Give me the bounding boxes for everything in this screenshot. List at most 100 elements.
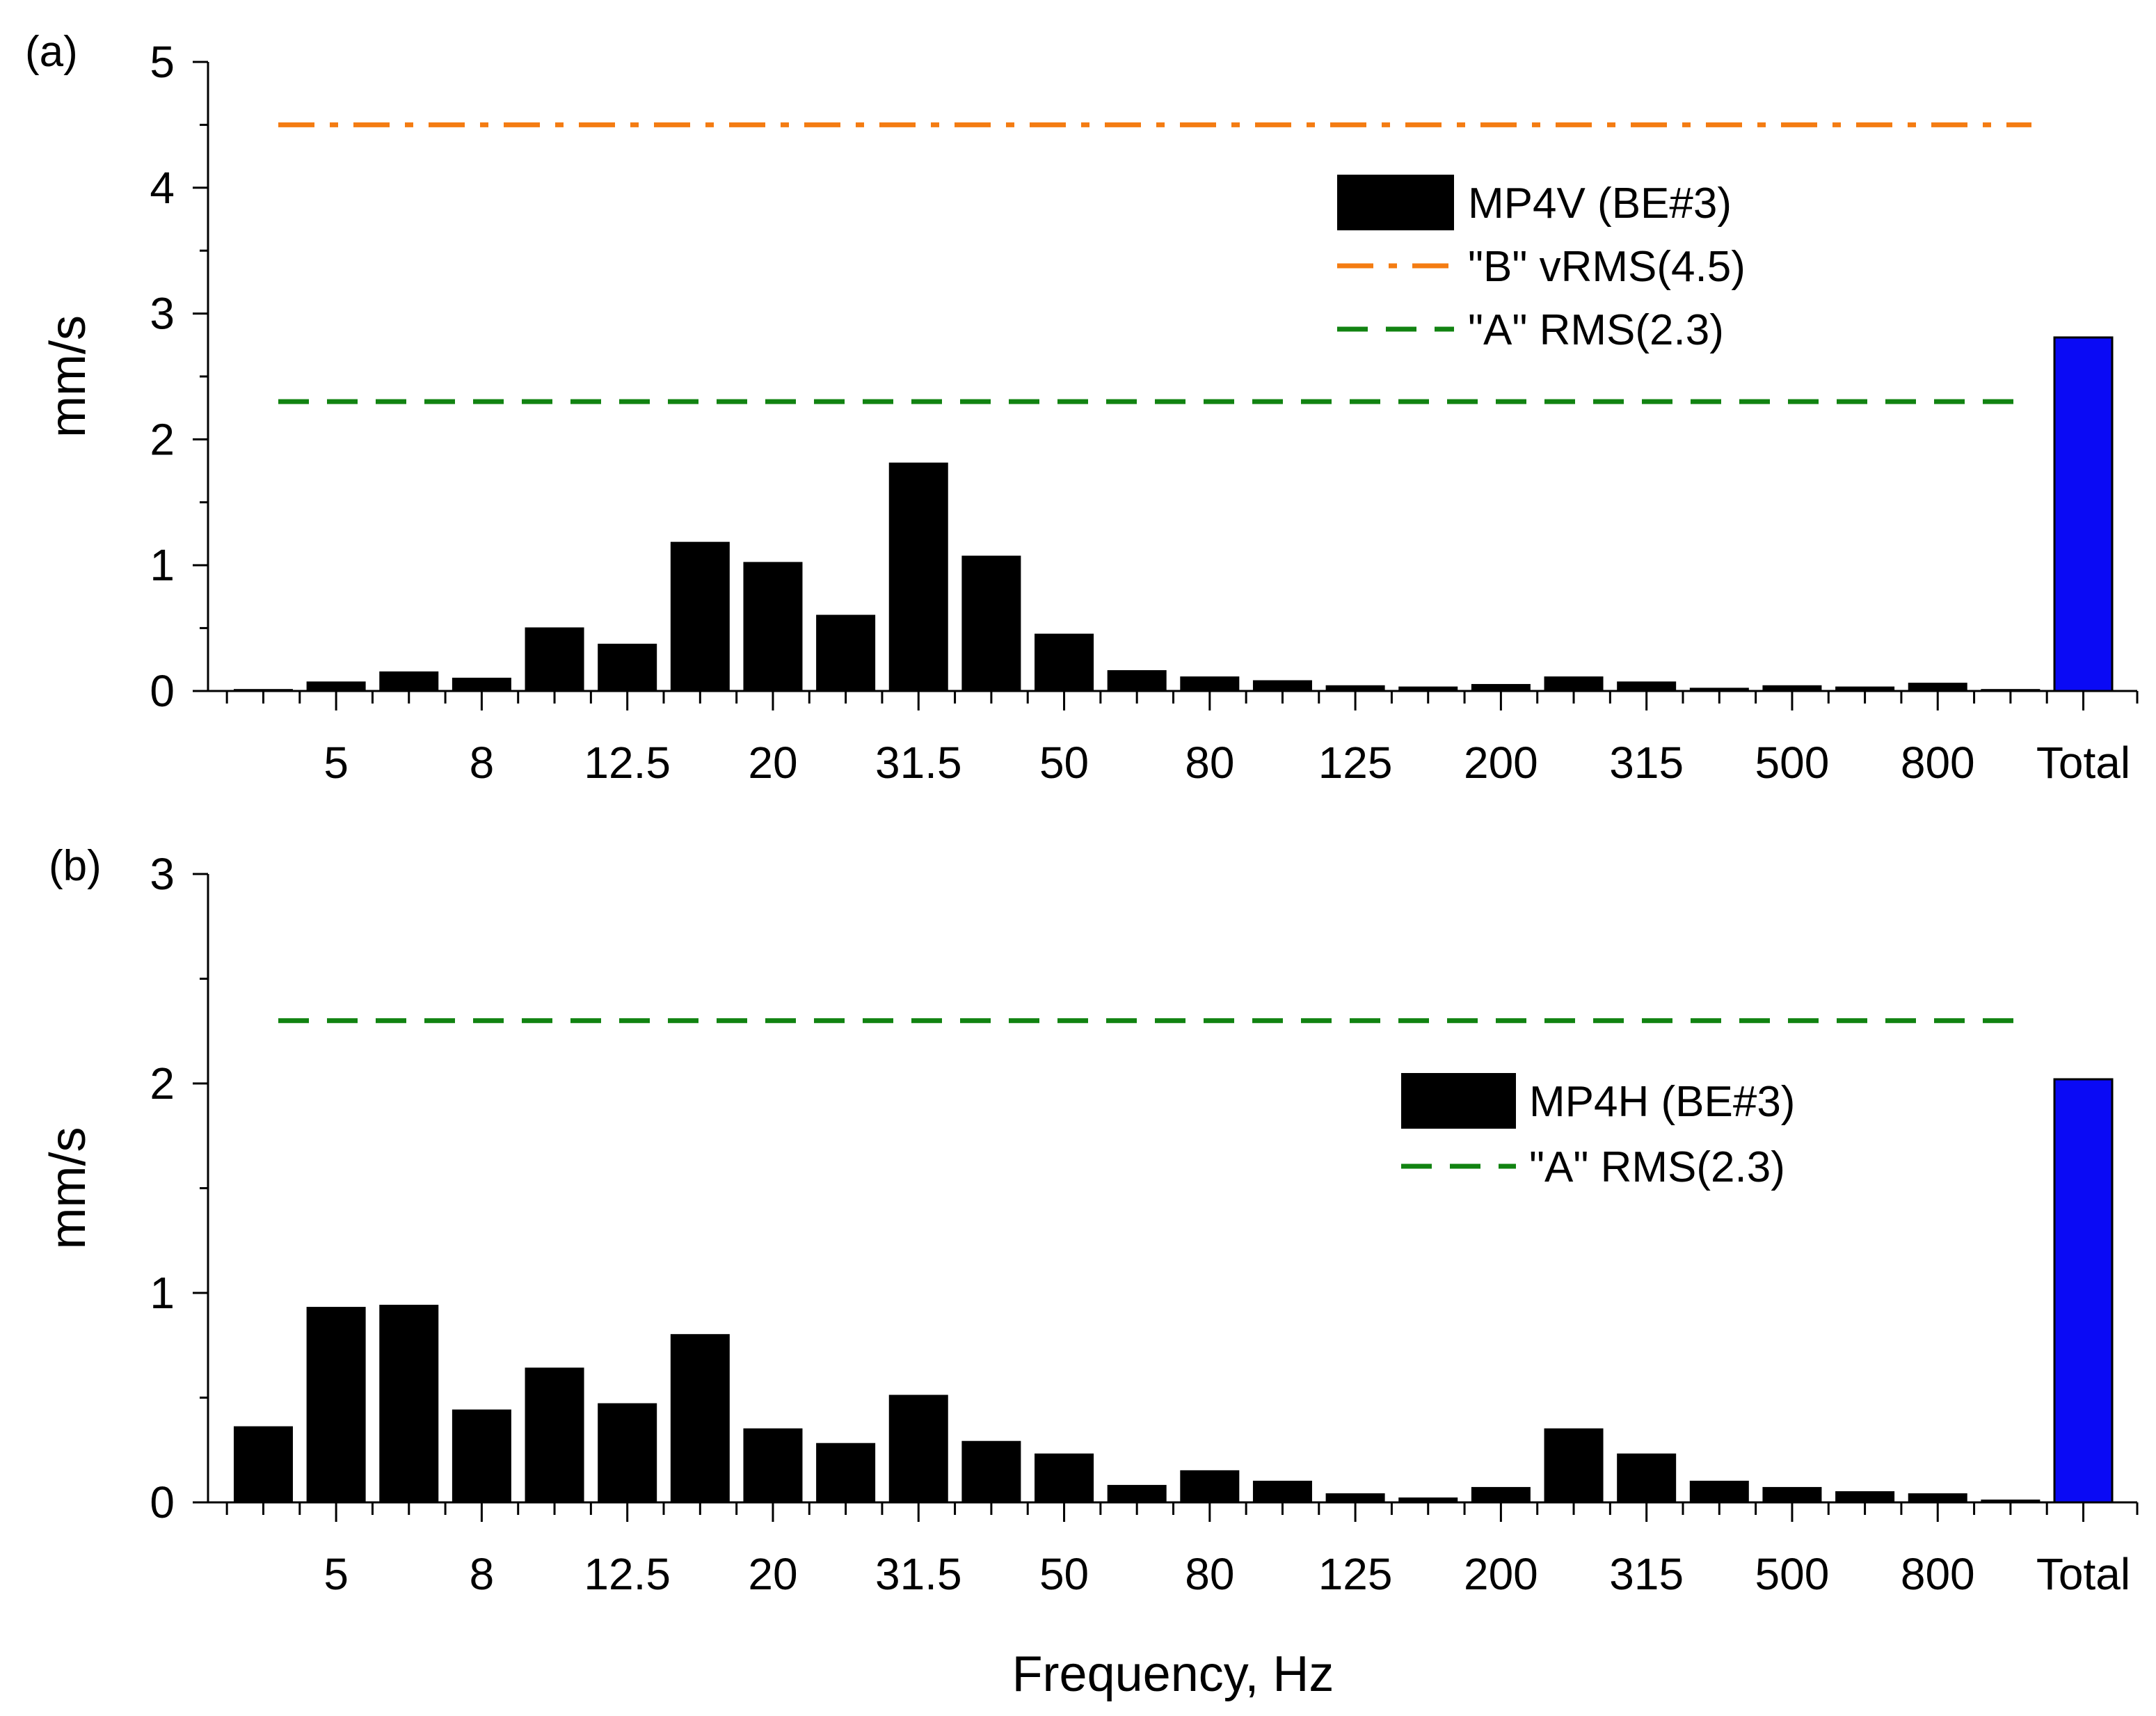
- bar: [1544, 676, 1604, 692]
- y-tick-label: 0: [150, 1477, 175, 1527]
- y-tick-label: 1: [150, 540, 175, 590]
- bar: [306, 681, 366, 692]
- x-tick-label: 125: [1318, 1549, 1393, 1599]
- bar: [1689, 1480, 1749, 1503]
- bar: [1398, 686, 1458, 692]
- bar: [1325, 685, 1385, 692]
- bar: [598, 1403, 657, 1504]
- bar: [452, 1409, 511, 1504]
- legend-swatch-bar: [1337, 175, 1454, 230]
- x-tick-label: 5: [324, 738, 349, 788]
- bar: [1471, 683, 1531, 692]
- x-tick-label: Total: [2036, 738, 2130, 788]
- bar: [961, 1440, 1021, 1503]
- bar: [1325, 1493, 1385, 1503]
- panel-a: 0 1 2 3 4 5 5 8 12.5 20 31.5 50 80 125 200 315 500 800 Tot…: [25, 28, 2139, 788]
- y-tick-label: 3: [150, 849, 175, 899]
- x-tick-label: 5: [324, 1549, 349, 1599]
- x-tick-label: 8: [470, 738, 495, 788]
- y-tick-label: 1: [150, 1268, 175, 1318]
- panel-label: (a): [25, 28, 78, 76]
- bar: [1180, 1470, 1240, 1504]
- bar: [1544, 1428, 1604, 1503]
- y-tick-label: 4: [150, 163, 175, 213]
- bar: [306, 1307, 366, 1503]
- bar: [1981, 689, 2041, 692]
- total-bar: [2053, 336, 2114, 692]
- bar: [452, 677, 511, 692]
- y-axis-title: mm/s: [40, 315, 96, 438]
- x-tick-label: 20: [748, 1549, 797, 1599]
- x-tick-label: 8: [470, 1549, 495, 1599]
- bar: [1035, 633, 1094, 692]
- bar: [743, 1428, 803, 1503]
- bar: [1398, 1497, 1458, 1503]
- legend-label: "A" RMS(2.3): [1468, 306, 1724, 354]
- bar: [1035, 1453, 1094, 1504]
- bar: [1981, 1499, 2041, 1503]
- bar: [888, 1395, 948, 1503]
- x-tick-label: 200: [1464, 738, 1538, 788]
- x-tick-label: 800: [1901, 738, 1975, 788]
- panel-label: (b): [49, 842, 102, 890]
- bar: [525, 627, 584, 692]
- x-tick-label: 125: [1318, 738, 1393, 788]
- bar: [233, 1426, 293, 1503]
- bar: [525, 1367, 584, 1503]
- legend-label: MP4V (BE#3): [1468, 180, 1732, 228]
- legend-label: "A" RMS(2.3): [1529, 1143, 1785, 1191]
- x-tick-label: 50: [1039, 738, 1089, 788]
- legend-label: "B" vRMS(4.5): [1468, 243, 1746, 291]
- x-tick-label: 800: [1901, 1549, 1975, 1599]
- bar: [1762, 685, 1822, 692]
- bar: [598, 644, 657, 692]
- bar: [1471, 1486, 1531, 1503]
- x-tick-label: 12.5: [584, 738, 671, 788]
- bar: [1107, 1484, 1167, 1503]
- x-tick-label: 500: [1755, 1549, 1830, 1599]
- bar: [1252, 680, 1312, 692]
- bar: [1180, 676, 1240, 692]
- legend-swatch-bar: [1401, 1073, 1516, 1129]
- bar: [1617, 1453, 1677, 1504]
- x-tick-label: 80: [1185, 738, 1234, 788]
- y-tick-label: 5: [150, 37, 175, 87]
- bar: [1252, 1480, 1312, 1503]
- y-tick-label: 3: [150, 289, 175, 339]
- legend-label: MP4H (BE#3): [1529, 1078, 1795, 1126]
- x-tick-label: 31.5: [875, 738, 962, 788]
- bar: [1762, 1486, 1822, 1503]
- bar: [816, 614, 876, 692]
- bar: [888, 462, 948, 692]
- x-tick-label: 80: [1185, 1549, 1234, 1599]
- bar: [1689, 688, 1749, 692]
- bar: [233, 689, 293, 692]
- bar: [670, 1334, 730, 1503]
- x-tick-label: 315: [1609, 1549, 1684, 1599]
- y-tick-label: 2: [150, 1058, 175, 1109]
- bar: [1107, 670, 1167, 692]
- panel-b: 0 1 2 3 5 8 12.5 20 31.5 50 80 125 200 315 500 800 Total…: [40, 842, 2139, 1702]
- bar: [1908, 1493, 1967, 1503]
- bar: [743, 562, 803, 692]
- bar: [379, 671, 439, 692]
- x-tick-label: 500: [1755, 738, 1830, 788]
- bar: [379, 1305, 439, 1504]
- total-bar: [2053, 1078, 2114, 1504]
- bar: [816, 1443, 876, 1503]
- x-axis-title: Frequency, Hz: [1012, 1646, 1334, 1702]
- bar: [1835, 686, 1895, 692]
- x-tick-label: 12.5: [584, 1549, 671, 1599]
- x-tick-label: 315: [1609, 738, 1684, 788]
- x-tick-label: 31.5: [875, 1549, 962, 1599]
- x-tick-label: 200: [1464, 1549, 1538, 1599]
- bar: [670, 541, 730, 692]
- bar: [1835, 1491, 1895, 1503]
- x-tick-label: 20: [748, 738, 797, 788]
- y-tick-label: 2: [150, 414, 175, 464]
- bar: [961, 555, 1021, 692]
- y-tick-label: 0: [150, 666, 175, 716]
- x-tick-label: Total: [2036, 1549, 2130, 1599]
- y-axis-title: mm/s: [40, 1127, 96, 1250]
